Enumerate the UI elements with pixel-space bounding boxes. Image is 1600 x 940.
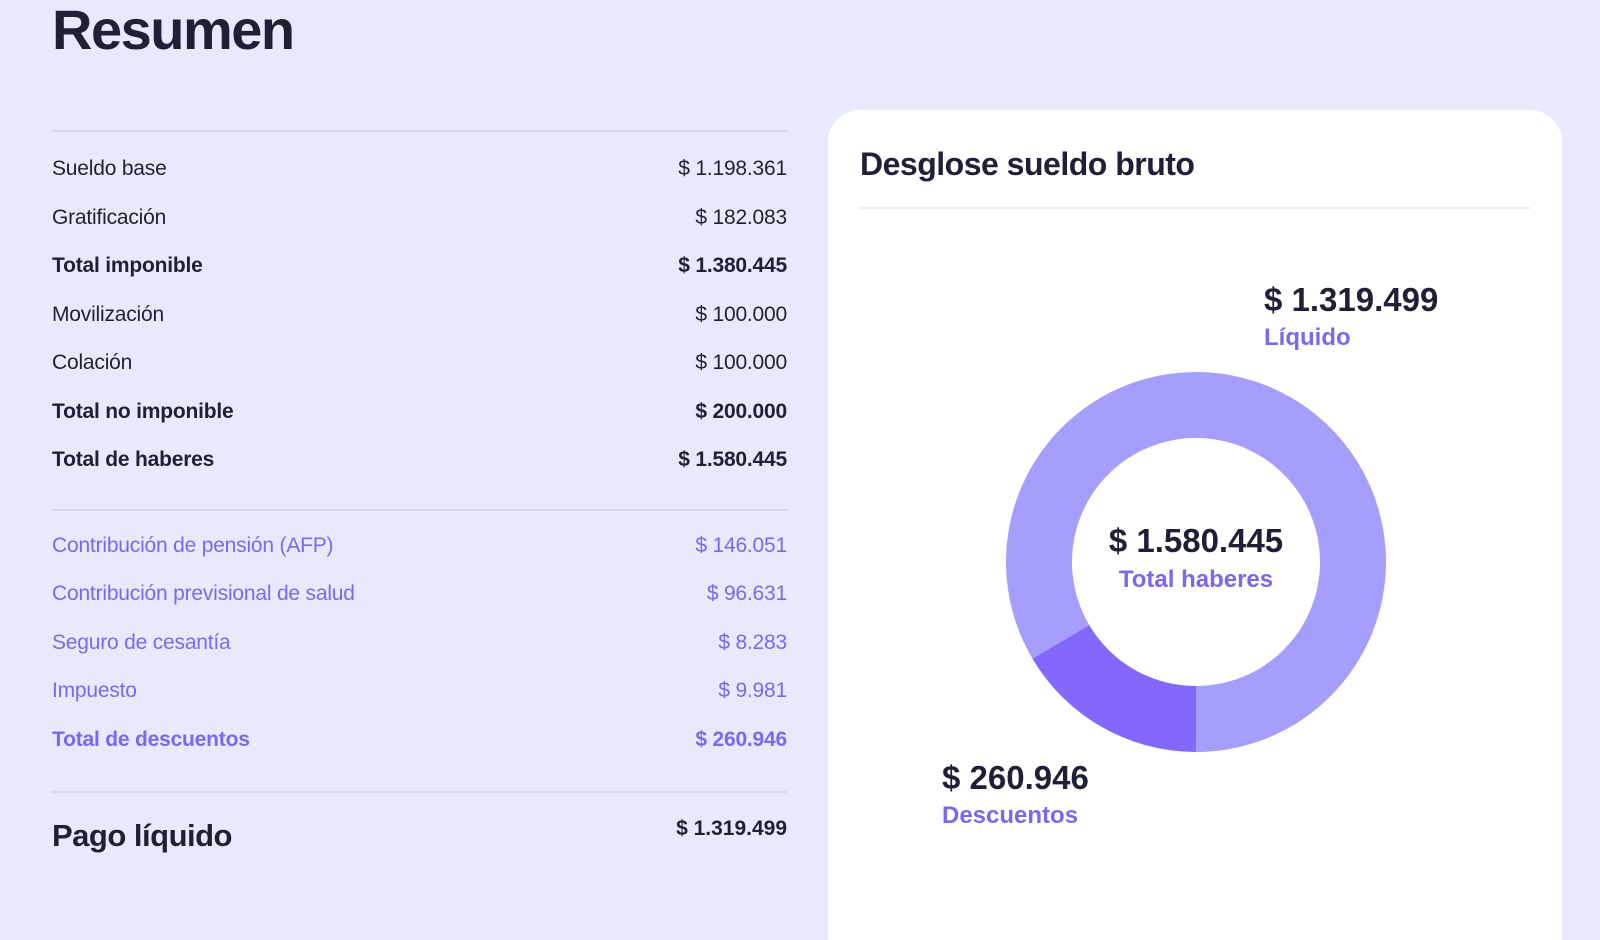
descuentos-annotation: $ 260.946 Descuentos <box>942 758 1089 830</box>
liquido-caption: Líquido <box>1264 324 1351 351</box>
row-total-imponible: Total imponible $ 1.380.445 <box>52 242 787 291</box>
row-label: Impuesto <box>52 679 137 703</box>
donut-segment-líquido <box>1006 372 1386 752</box>
row-label: Total imponible <box>52 254 203 278</box>
descuentos-list: Contribución de pensión (AFP) $ 146.051 … <box>52 511 787 792</box>
row-label: Movilización <box>52 302 164 326</box>
row-value: $ 96.631 <box>706 582 787 606</box>
row-value: $ 8.283 <box>718 630 787 654</box>
pago-liquido-label: Pago líquido <box>52 818 233 853</box>
donut-segment-descuentos <box>1032 625 1196 752</box>
row-value: $ 1.580.445 <box>678 448 787 472</box>
total-haberes-value: $ 1.580.445 <box>1108 522 1284 559</box>
total-haberes-caption: Total haberes <box>1118 566 1274 593</box>
descuentos-caption: Descuentos <box>942 802 1079 829</box>
liquido-annotation: $ 1.319.499 Líquido <box>1264 280 1438 352</box>
descuentos-value: $ 260.946 <box>942 759 1089 796</box>
row-value: $ 146.051 <box>695 533 787 557</box>
row-value: $ 1.198.361 <box>678 157 787 181</box>
divider <box>52 508 787 511</box>
row-label: Total de haberes <box>52 448 215 472</box>
row-pago-liquido: Pago líquido $ 1.319.499 <box>52 793 787 857</box>
row-value: $ 100.000 <box>695 351 787 375</box>
divider <box>860 207 1530 209</box>
salary-summary: Sueldo base $ 1.198.361 Gratificación $ … <box>52 130 787 857</box>
row-cesantia: Seguro de cesantía $ 8.283 <box>52 619 787 668</box>
row-label: Total de descuentos <box>52 727 250 751</box>
row-label: Seguro de cesantía <box>52 630 231 654</box>
page-title: Resumen <box>52 0 295 61</box>
row-label: Gratificación <box>52 205 167 229</box>
row-label: Sueldo base <box>52 157 167 181</box>
row-value: $ 100.000 <box>695 302 787 326</box>
row-value: $ 200.000 <box>695 399 787 423</box>
divider <box>52 130 787 132</box>
row-value: $ 9.981 <box>718 679 787 703</box>
breakdown-card: Desglose sueldo bruto $ 1.319.499 Líquid… <box>828 110 1562 940</box>
row-total-haberes: Total de haberes $ 1.580.445 <box>52 436 787 485</box>
row-label: Contribución de pensión (AFP) <box>52 533 334 557</box>
haberes-list: Sueldo base $ 1.198.361 Gratificación $ … <box>52 132 787 509</box>
divider <box>52 791 787 793</box>
row-total-no-imponible: Total no imponible $ 200.000 <box>52 388 787 437</box>
donut-center: $ 1.580.445 Total haberes <box>1006 372 1386 752</box>
row-label: Total no imponible <box>52 399 234 423</box>
row-sueldo-base: Sueldo base $ 1.198.361 <box>52 145 787 194</box>
row-value: $ 260.946 <box>695 727 787 751</box>
row-salud: Contribución previsional de salud $ 96.6… <box>52 570 787 619</box>
row-gratificacion: Gratificación $ 182.083 <box>52 194 787 243</box>
row-total-descuentos: Total de descuentos $ 260.946 <box>52 716 787 765</box>
row-impuesto: Impuesto $ 9.981 <box>52 667 787 716</box>
liquido-value: $ 1.319.499 <box>1264 281 1439 318</box>
row-afp: Contribución de pensión (AFP) $ 146.051 <box>52 522 787 571</box>
pago-liquido-value: $ 1.319.499 <box>676 817 787 840</box>
row-value: $ 1.380.445 <box>678 254 787 278</box>
row-movilizacion: Movilización $ 100.000 <box>52 291 787 340</box>
row-colacion: Colación $ 100.000 <box>52 339 787 388</box>
row-label: Contribución previsional de salud <box>52 582 355 606</box>
card-title: Desglose sueldo bruto <box>860 146 1195 182</box>
row-value: $ 182.083 <box>695 205 787 229</box>
donut-chart <box>1006 372 1386 752</box>
row-label: Colación <box>52 351 133 375</box>
